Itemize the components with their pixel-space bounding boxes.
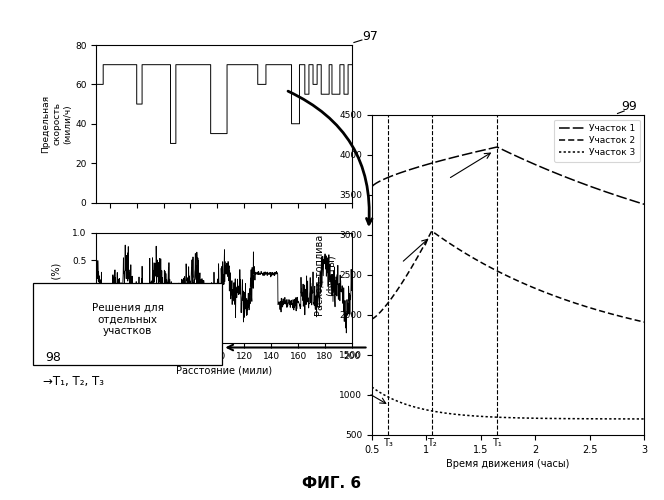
Text: T₂: T₂ [427, 438, 437, 448]
Участок 2 [640, 319, 648, 325]
Text: 97: 97 [362, 30, 378, 43]
Y-axis label: Предельная
скорость
(мили/ч): Предельная скорость (мили/ч) [41, 94, 72, 153]
Text: 99: 99 [621, 100, 637, 112]
Участок 3 [457, 412, 465, 418]
Участок 3 [475, 414, 483, 420]
Участок 1 [566, 176, 574, 182]
Участок 3 [539, 416, 547, 422]
Line: Участок 3: Участок 3 [372, 387, 644, 419]
Участок 1 [368, 184, 376, 190]
X-axis label: Расстояние (мили): Расстояние (мили) [176, 366, 272, 376]
Text: Решения для
отдельных
участков: Решения для отдельных участков [92, 303, 164, 336]
Участок 3 [566, 416, 574, 422]
Участок 3 [400, 401, 408, 407]
Участок 1 [400, 168, 408, 174]
Участок 2 [476, 259, 484, 265]
Участок 1 [493, 144, 501, 150]
Text: ФИГ. 6: ФИГ. 6 [302, 476, 362, 491]
Text: T₁: T₁ [492, 438, 502, 448]
Участок 2 [400, 276, 408, 282]
Text: →T₁, T₂, T₃: →T₁, T₂, T₃ [43, 375, 104, 388]
Участок 1 [640, 201, 648, 207]
Участок 2 [368, 316, 376, 322]
Legend: Участок 1, Участок 2, Участок 3: Участок 1, Участок 2, Участок 3 [554, 120, 639, 162]
Участок 2 [566, 298, 574, 304]
Участок 3 [640, 416, 648, 422]
Y-axis label: Уклон (%): Уклон (%) [52, 262, 62, 312]
Line: Участок 1: Участок 1 [372, 147, 644, 204]
Участок 1 [540, 165, 548, 171]
Y-axis label: Расход топлива
(фунты): Расход топлива (фунты) [315, 234, 337, 316]
Text: 98: 98 [45, 351, 61, 364]
Line: Участок 2: Участок 2 [372, 231, 644, 322]
Text: T₃: T₃ [383, 438, 393, 448]
X-axis label: Время движения (часы): Время движения (часы) [446, 459, 570, 469]
Участок 2 [565, 298, 573, 304]
Участок 2 [540, 289, 548, 295]
Участок 3 [368, 384, 376, 390]
Участок 2 [457, 248, 465, 254]
Участок 1 [475, 148, 483, 154]
Участок 2 [428, 228, 436, 234]
Участок 3 [564, 416, 572, 422]
Участок 1 [565, 176, 573, 182]
Участок 1 [457, 152, 465, 158]
